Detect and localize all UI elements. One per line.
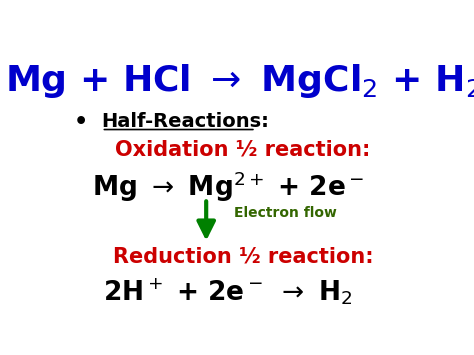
Text: •: • bbox=[74, 112, 88, 132]
Text: Electron flow: Electron flow bbox=[234, 207, 337, 220]
Text: Mg $\rightarrow$ Mg$^{2+}$ + 2e$^-$: Mg $\rightarrow$ Mg$^{2+}$ + 2e$^-$ bbox=[92, 170, 365, 204]
Text: Mg + HCl $\rightarrow$ MgCl$_2$ + H$_2$: Mg + HCl $\rightarrow$ MgCl$_2$ + H$_2$ bbox=[5, 62, 474, 100]
Text: Half-Reactions:: Half-Reactions: bbox=[101, 112, 269, 131]
Text: Oxidation ½ reaction:: Oxidation ½ reaction: bbox=[115, 140, 371, 160]
Text: 2H$^+$ + 2e$^-$ $\rightarrow$ H$_2$: 2H$^+$ + 2e$^-$ $\rightarrow$ H$_2$ bbox=[103, 276, 353, 307]
Text: Reduction ½ reaction:: Reduction ½ reaction: bbox=[113, 246, 373, 266]
